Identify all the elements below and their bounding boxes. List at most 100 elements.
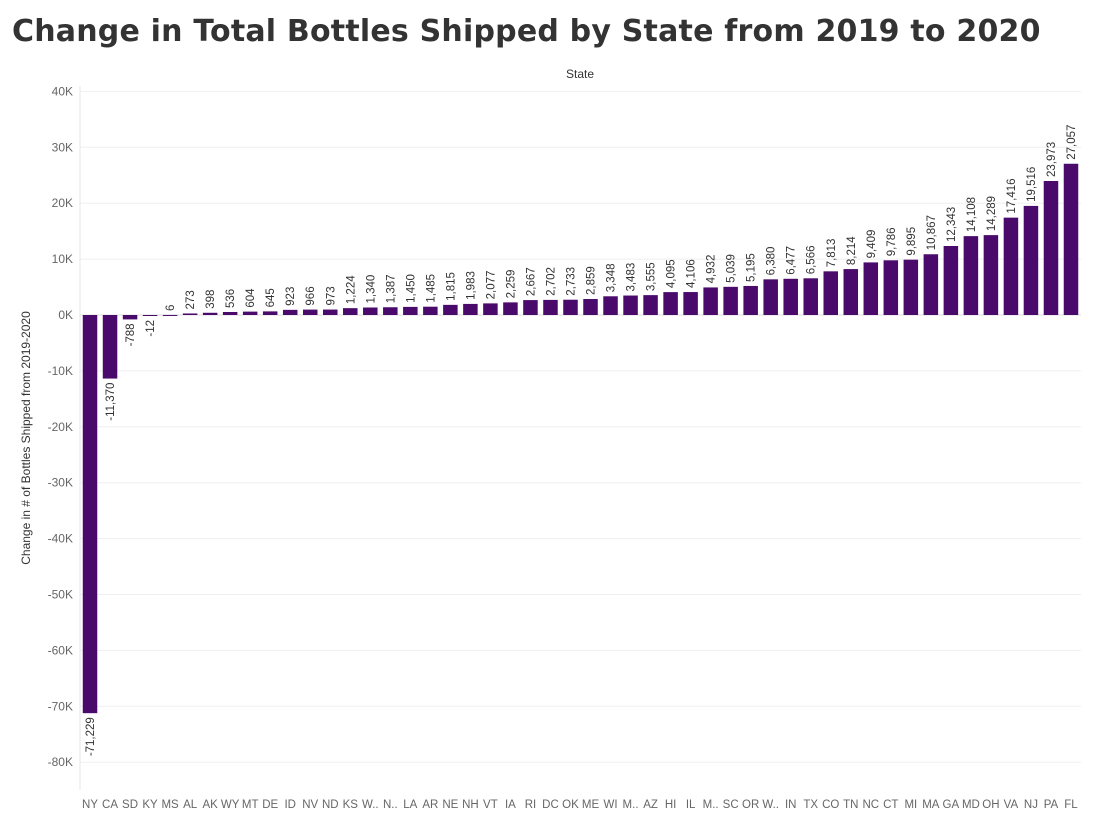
data-label: 14,289	[986, 196, 998, 231]
bar[interactable]	[703, 287, 718, 315]
bars	[82, 163, 1079, 714]
bar[interactable]	[162, 314, 178, 316]
y-tick-label: 30K	[52, 140, 73, 154]
data-label: -788	[125, 323, 137, 346]
x-category-label: SC	[723, 799, 739, 811]
bar[interactable]	[563, 299, 578, 315]
bar[interactable]	[803, 278, 818, 315]
bar[interactable]	[182, 313, 198, 315]
x-category-label: ID	[284, 799, 296, 811]
bar[interactable]	[423, 306, 438, 315]
x-category-label: OH	[982, 799, 999, 811]
bar[interactable]	[983, 235, 999, 315]
data-label: -71,229	[85, 717, 97, 756]
bar[interactable]	[683, 292, 698, 315]
bar[interactable]	[202, 312, 218, 315]
x-category-label: HI	[665, 799, 677, 811]
bar[interactable]	[783, 278, 798, 315]
bar[interactable]	[383, 307, 398, 315]
y-tick-label: -70K	[48, 699, 73, 713]
x-category-label: M..	[623, 799, 639, 811]
bar[interactable]	[363, 307, 378, 315]
x-category-label: KY	[142, 799, 158, 811]
bar[interactable]	[242, 311, 258, 315]
data-label: 4,932	[706, 255, 718, 284]
bar[interactable]	[763, 279, 778, 315]
data-label: 1,485	[425, 274, 437, 303]
x-category-label: OR	[742, 799, 759, 811]
bar[interactable]	[262, 311, 278, 315]
data-label: 1,450	[405, 274, 417, 303]
data-label: 2,859	[586, 266, 598, 295]
bar[interactable]	[1063, 163, 1079, 315]
bar[interactable]	[603, 296, 618, 315]
data-label: 1,224	[345, 275, 357, 304]
bar[interactable]	[883, 260, 899, 315]
bar[interactable]	[343, 308, 358, 315]
bar[interactable]	[903, 259, 919, 315]
bar[interactable]	[923, 254, 939, 315]
data-label: 2,077	[485, 271, 497, 300]
bar[interactable]	[122, 315, 138, 320]
x-axis-title: State	[566, 67, 594, 81]
bar[interactable]	[503, 302, 518, 315]
x-category-label: TX	[803, 799, 818, 811]
bar[interactable]	[843, 269, 859, 315]
bar[interactable]	[302, 309, 318, 315]
x-category-label: NY	[82, 799, 98, 811]
x-category-label: AR	[422, 799, 438, 811]
data-label: 14,108	[966, 197, 978, 232]
bar[interactable]	[463, 303, 478, 315]
bar[interactable]	[323, 309, 338, 315]
x-category-label: KS	[343, 799, 359, 811]
x-category-label: CO	[822, 799, 839, 811]
data-label: 5,039	[726, 254, 738, 283]
data-label: 1,983	[465, 271, 477, 300]
data-label: 6,477	[786, 246, 798, 275]
bar[interactable]	[102, 315, 118, 379]
x-category-label: N..	[383, 799, 398, 811]
x-category-label: VT	[483, 799, 498, 811]
x-category-label: IA	[505, 799, 516, 811]
bar[interactable]	[1003, 217, 1019, 315]
x-category-label: ND	[322, 799, 339, 811]
x-category-label: W..	[762, 799, 779, 811]
data-label: 7,813	[826, 239, 838, 268]
bar[interactable]	[823, 271, 839, 315]
bar[interactable]	[82, 315, 98, 714]
bar[interactable]	[643, 295, 658, 315]
y-tick-label: -10K	[48, 364, 73, 378]
bar[interactable]	[623, 295, 638, 315]
bar[interactable]	[743, 285, 758, 315]
x-category-label: FL	[1064, 799, 1078, 811]
data-label: 9,786	[886, 228, 898, 257]
bar[interactable]	[583, 299, 598, 315]
bar[interactable]	[443, 304, 458, 315]
bar[interactable]	[663, 292, 678, 315]
y-tick-label: 10K	[52, 252, 73, 266]
x-category-label: M..	[703, 799, 719, 811]
y-tick-label: 40K	[52, 84, 73, 98]
bar[interactable]	[222, 312, 238, 315]
data-label: 2,733	[565, 267, 577, 296]
bar[interactable]	[543, 299, 558, 315]
x-category-label: IL	[686, 799, 696, 811]
data-label: 4,106	[686, 259, 698, 288]
x-category-label: ME	[582, 799, 600, 811]
bar[interactable]	[403, 306, 418, 315]
x-category-label: MD	[962, 799, 980, 811]
bar[interactable]	[1043, 180, 1059, 315]
data-label: 17,416	[1006, 178, 1018, 213]
bar[interactable]	[963, 236, 979, 315]
data-label: 9,895	[906, 227, 918, 256]
bar[interactable]	[723, 286, 738, 315]
bar[interactable]	[142, 315, 158, 316]
bar[interactable]	[282, 309, 298, 315]
bar[interactable]	[943, 246, 959, 315]
x-category-label: MI	[904, 799, 917, 811]
x-category-label: VA	[1004, 799, 1019, 811]
bar[interactable]	[863, 262, 879, 315]
bar[interactable]	[1023, 205, 1039, 315]
bar[interactable]	[523, 300, 538, 315]
bar[interactable]	[483, 303, 498, 315]
